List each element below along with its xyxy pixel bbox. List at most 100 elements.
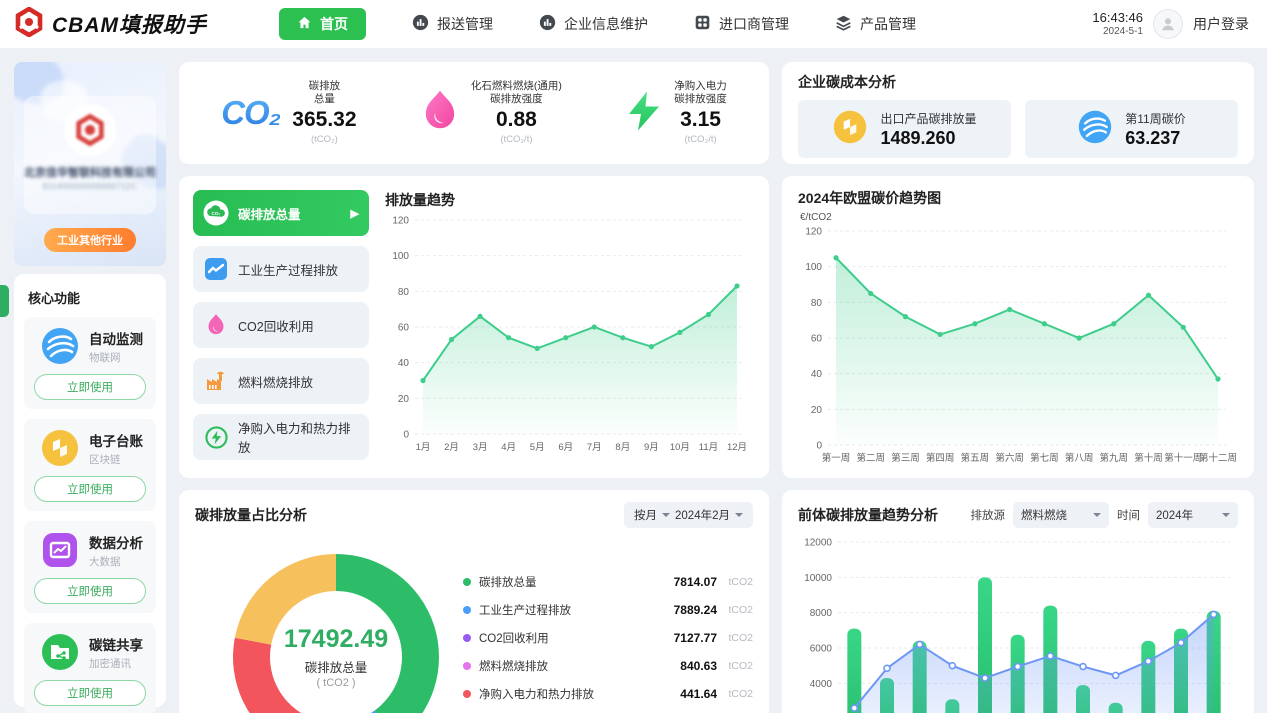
emission-tabs: CO₂ 碳排放总量 ▶ 工业生产过程排放 CO2回收利用 bbox=[193, 190, 369, 464]
bolt-circle-icon bbox=[203, 424, 229, 450]
svg-text:第十二周: 第十二周 bbox=[1199, 452, 1237, 464]
nav-item-company-info[interactable]: 企业信息维护 bbox=[539, 14, 648, 34]
stat-value: 0.88 bbox=[495, 108, 537, 132]
chevron-down-icon bbox=[1093, 513, 1101, 521]
svg-text:8月: 8月 bbox=[615, 442, 630, 453]
user-avatar[interactable] bbox=[1153, 9, 1183, 39]
svg-text:120: 120 bbox=[805, 227, 822, 238]
stat-electricity-intensity: 净购入电力 碳排放强度 3.15 (tCO₂/t) bbox=[626, 80, 727, 146]
analytics-icon bbox=[40, 530, 80, 570]
eu-price-title: 2024年欧盟碳价趋势图 bbox=[798, 190, 942, 206]
svg-text:20: 20 bbox=[398, 394, 410, 405]
user-login-link[interactable]: 用户登录 bbox=[1193, 16, 1249, 32]
proportion-title: 碳排放量占比分析 bbox=[195, 507, 307, 523]
svg-text:3月: 3月 bbox=[473, 442, 488, 453]
tab-industrial-process-emissions[interactable]: 工业生产过程排放 bbox=[193, 246, 369, 292]
svg-text:第六周: 第六周 bbox=[995, 452, 1024, 464]
emission-source-select[interactable]: 燃料燃烧 bbox=[1013, 502, 1109, 528]
svg-text:5月: 5月 bbox=[530, 442, 545, 453]
feature-data-analysis: 数据分析 大数据 立即使用 bbox=[24, 521, 156, 613]
svg-text:2月: 2月 bbox=[444, 442, 459, 453]
emission-trend-chart-box: 排放量趋势 0 20 40 60 80 100 120 1月 2月 3月 4月 5月 6月 7月 8月 9月 1… bbox=[385, 190, 755, 464]
time-select[interactable]: 2024年 bbox=[1148, 502, 1238, 528]
ledger-icon bbox=[40, 428, 80, 468]
svg-text:0: 0 bbox=[816, 441, 822, 452]
tab-total-carbon-emissions[interactable]: CO₂ 碳排放总量 ▶ bbox=[193, 190, 369, 236]
use-now-button[interactable]: 立即使用 bbox=[34, 374, 146, 400]
line-chart-icon bbox=[203, 256, 229, 282]
svg-text:1月: 1月 bbox=[416, 442, 431, 453]
legend-dot bbox=[463, 578, 471, 586]
feature-auto-monitoring: 自动监测 物联网 立即使用 bbox=[24, 317, 156, 409]
report-icon bbox=[412, 14, 429, 34]
product-icon bbox=[835, 14, 852, 34]
nav-item-importer-management[interactable]: 进口商管理 bbox=[694, 14, 789, 34]
emission-trend-title: 排放量趋势 bbox=[385, 192, 455, 208]
company-card: 北京佳华智联科技有限公司 911400000000000712C 工业其他行业 bbox=[14, 62, 166, 266]
tab-fuel-combustion-emissions[interactable]: 燃料燃烧排放 bbox=[193, 358, 369, 404]
filter-month: 2024年2月 bbox=[675, 510, 730, 522]
nav-item-product-management[interactable]: 产品管理 bbox=[835, 14, 916, 34]
svg-text:100: 100 bbox=[805, 262, 822, 273]
co2-icon: CO₂ bbox=[221, 94, 281, 131]
precursor-chart: 020004000600080001000012000 bbox=[804, 538, 1230, 713]
svg-text:80: 80 bbox=[811, 298, 823, 309]
chevron-down-icon bbox=[1222, 513, 1230, 521]
page-content: 北京佳华智联科技有限公司 911400000000000712C 工业其他行业 … bbox=[0, 48, 1267, 713]
svg-text:7月: 7月 bbox=[587, 442, 602, 453]
legend-dot bbox=[463, 662, 471, 670]
svg-text:10月: 10月 bbox=[670, 442, 690, 453]
chevron-down-icon bbox=[735, 513, 743, 521]
stat-unit: (tCO₂/t) bbox=[684, 134, 717, 146]
legend-item: 碳排放总量 7814.07 tCO2 bbox=[463, 568, 753, 596]
donut-total-value: 17492.49 bbox=[283, 625, 389, 653]
donut-legend: 碳排放总量 7814.07 tCO2 工业生产过程排放 7889.24 tCO2… bbox=[463, 568, 753, 713]
donut-total-unit: ( tCO2 ) bbox=[316, 677, 356, 689]
right-column: 企业碳成本分析 出口产品碳排放量 1489.260 第 bbox=[782, 62, 1254, 713]
svg-text:第二周: 第二周 bbox=[856, 452, 885, 464]
use-now-button[interactable]: 立即使用 bbox=[34, 578, 146, 604]
legend-dot bbox=[463, 606, 471, 614]
feature-e-ledger: 电子台账 区块链 立即使用 bbox=[24, 419, 156, 511]
globe-icon bbox=[40, 326, 80, 366]
donut-center: 17492.49 碳排放总量 ( tCO2 ) bbox=[271, 625, 401, 689]
importer-icon bbox=[694, 14, 711, 34]
svg-text:第七周: 第七周 bbox=[1030, 452, 1059, 464]
flame-icon bbox=[421, 89, 459, 138]
use-now-button[interactable]: 立即使用 bbox=[34, 476, 146, 502]
svg-text:第五周: 第五周 bbox=[961, 452, 990, 464]
app-title: CBAM填报助手 bbox=[52, 14, 207, 37]
nav-item-home[interactable]: 首页 bbox=[279, 8, 366, 40]
co2-cloud-icon: CO₂ bbox=[203, 200, 229, 226]
bolt-icon bbox=[626, 89, 662, 138]
tab-co2-recycling[interactable]: CO2回收利用 bbox=[193, 302, 369, 348]
legend-item: CO2回收利用 7127.77 tCO2 bbox=[463, 624, 753, 652]
proportion-period-filter[interactable]: 按月 2024年2月 bbox=[624, 502, 753, 528]
export-emissions-tile: 出口产品碳排放量 1489.260 bbox=[798, 100, 1011, 158]
svg-text:第三周: 第三周 bbox=[891, 452, 920, 464]
nav-item-report-management[interactable]: 报送管理 bbox=[412, 14, 493, 34]
nav-menu: 首页 报送管理 企业信息维护 进口商管理 产品管理 bbox=[279, 8, 1092, 40]
svg-text:第十周: 第十周 bbox=[1134, 452, 1163, 464]
industry-badge: 工业其他行业 bbox=[44, 228, 136, 252]
svg-text:12000: 12000 bbox=[804, 538, 832, 549]
svg-text:40: 40 bbox=[398, 358, 410, 369]
eu-price-unit: €/tCO2 bbox=[800, 212, 832, 223]
svg-text:4000: 4000 bbox=[810, 679, 833, 690]
donut-total-label: 碳排放总量 bbox=[304, 661, 368, 675]
play-arrow-icon: ▶ bbox=[350, 207, 359, 220]
stat-value: 3.15 bbox=[680, 108, 721, 132]
core-functions-card: 核心功能 自动监测 物联网 立即使用 bbox=[14, 274, 166, 713]
svg-text:10000: 10000 bbox=[804, 573, 832, 584]
tab-net-purchased-power-heat[interactable]: 净购入电力和热力排放 bbox=[193, 414, 369, 460]
emission-trend-card: CO₂ 碳排放总量 ▶ 工业生产过程排放 CO2回收利用 bbox=[179, 176, 769, 478]
svg-text:80: 80 bbox=[398, 287, 410, 298]
clock: 16:43:46 2024-5-1 bbox=[1092, 10, 1143, 37]
stat-value: 365.32 bbox=[292, 108, 357, 132]
legend-item: 工业生产过程排放 7889.24 tCO2 bbox=[463, 596, 753, 624]
legend-dot bbox=[463, 634, 471, 642]
use-now-button[interactable]: 立即使用 bbox=[34, 680, 146, 706]
legend-dot bbox=[463, 690, 471, 698]
side-handle[interactable] bbox=[0, 285, 9, 317]
donut-chart bbox=[233, 554, 439, 713]
